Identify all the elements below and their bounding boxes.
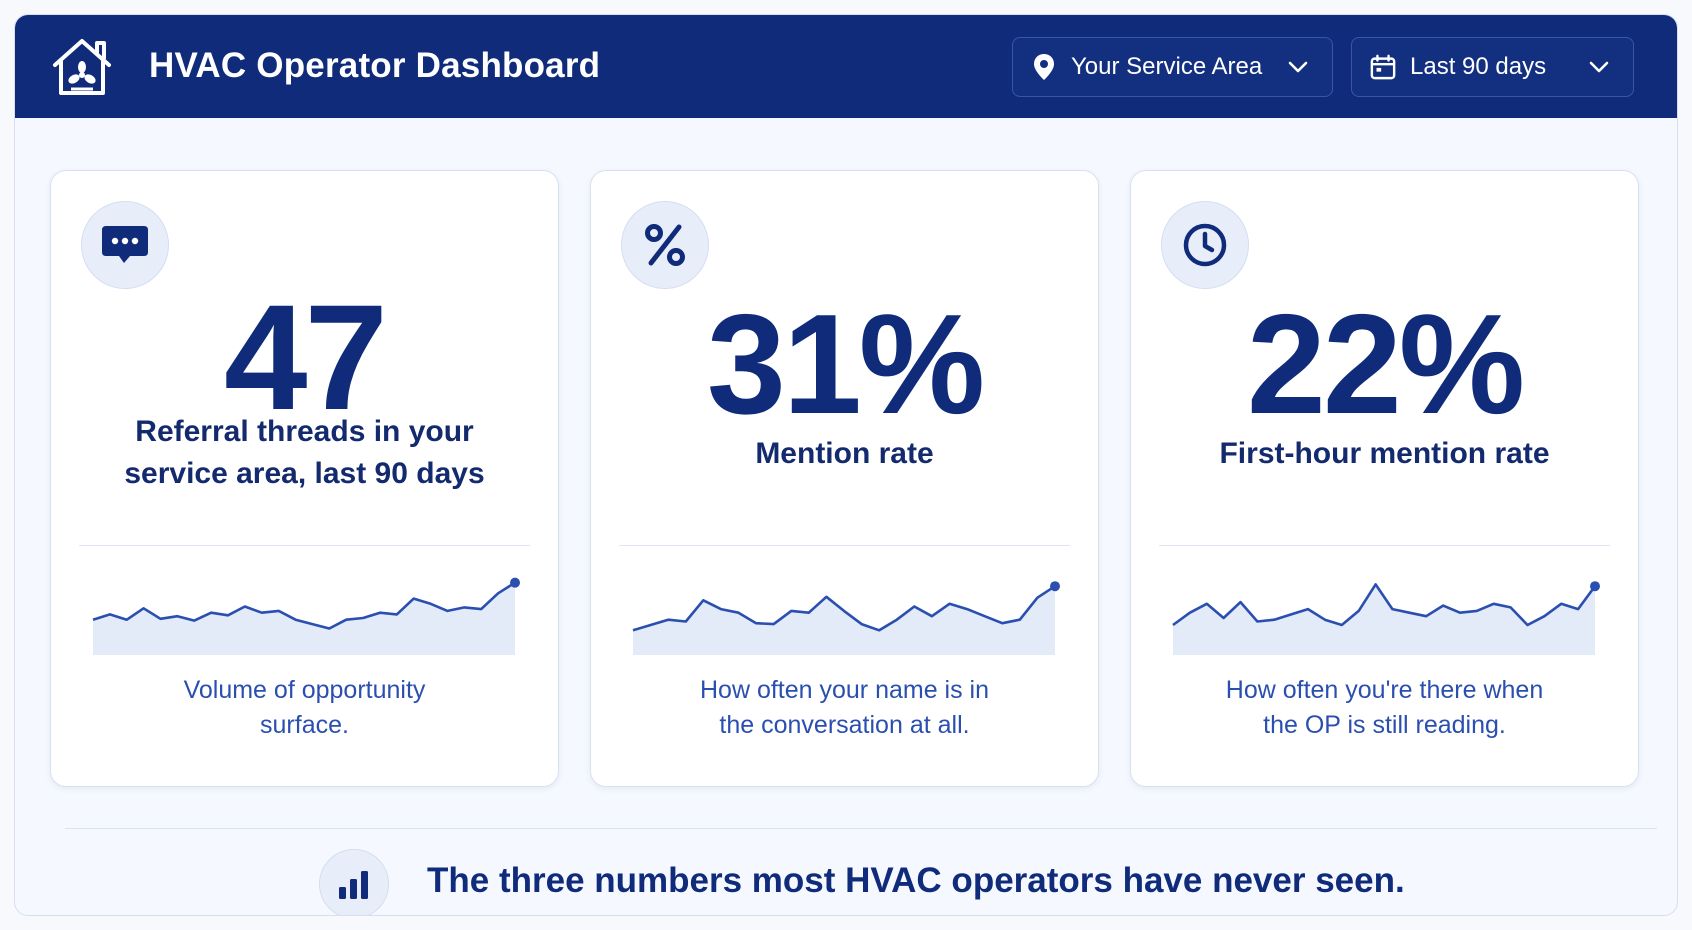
card-divider (1159, 545, 1610, 546)
metric-caption: Volume of opportunity surface. (91, 673, 518, 743)
metric-caption-line: How often you're there when (1225, 676, 1544, 704)
bar-chart-icon (319, 849, 389, 915)
app-title: HVAC Operator Dashboard (149, 46, 601, 85)
service-area-dropdown[interactable]: Your Service Area (1012, 37, 1333, 97)
trend-sparkline (632, 581, 1060, 655)
chevron-down-icon (1288, 61, 1308, 73)
metric-caption: How often you're there when the OP is st… (1171, 673, 1598, 743)
card-divider (79, 545, 530, 546)
sparkline-end-point (510, 577, 520, 588)
metric-card-first-hour-rate: 22% First-hour mention rate How often yo… (1130, 170, 1639, 787)
footer-divider (65, 828, 1657, 829)
metric-label: Mention rate (755, 437, 934, 470)
sparkline-line (92, 581, 516, 630)
card-divider (619, 545, 1070, 546)
metric-caption: How often your name is in the conversati… (631, 673, 1058, 743)
sparkline-area (633, 586, 1055, 655)
sparkline-line (632, 585, 1056, 632)
metric-card-referral-threads: 47 Referral threads in your service area… (50, 170, 559, 787)
footer-tagline: The three numbers most HVAC operators ha… (427, 861, 1405, 900)
metric-card-mention-rate: 31% Mention rate How often your name is … (590, 170, 1099, 787)
metric-caption-line: the conversation at all. (719, 711, 970, 739)
chevron-down-icon (1589, 61, 1609, 73)
sparkline-line (1172, 583, 1597, 627)
sparkline-area (1173, 584, 1595, 655)
metric-label: Referral threads in your service area, l… (81, 411, 528, 495)
calendar-icon (1370, 54, 1396, 80)
chat-bubble-icon (81, 201, 169, 289)
metric-caption-line: surface. (260, 711, 349, 739)
metric-value: 31% (706, 285, 985, 444)
sparkline-end-point (1050, 581, 1060, 592)
metric-caption-line: How often your name is in (699, 676, 990, 704)
metric-label-line: Referral threads in your (135, 415, 474, 448)
trend-sparkline (1172, 581, 1600, 655)
metric-caption-line: Volume of opportunity (183, 676, 426, 704)
metric-label-line: service area, last 90 days (124, 457, 485, 490)
metric-value: 22% (1246, 285, 1525, 444)
metric-label: First-hour mention rate (1219, 437, 1550, 470)
date-range-dropdown[interactable]: Last 90 days (1351, 37, 1634, 97)
metric-value: 47 (224, 273, 388, 441)
dashboard-frame: HVAC Operator Dashboard Your Service Are… (14, 14, 1678, 916)
house-fan-icon (53, 39, 111, 95)
clock-icon (1161, 201, 1249, 289)
trend-sparkline (92, 577, 520, 655)
metric-caption-line: the OP is still reading. (1263, 711, 1506, 739)
date-range-label: Last 90 days (1410, 53, 1547, 80)
service-area-label: Your Service Area (1071, 53, 1263, 80)
map-pin-icon (1031, 54, 1057, 80)
percent-icon (621, 201, 709, 289)
sparkline-area (93, 582, 515, 655)
top-bar: HVAC Operator Dashboard Your Service Are… (15, 15, 1677, 118)
sparkline-end-point (1590, 581, 1600, 592)
